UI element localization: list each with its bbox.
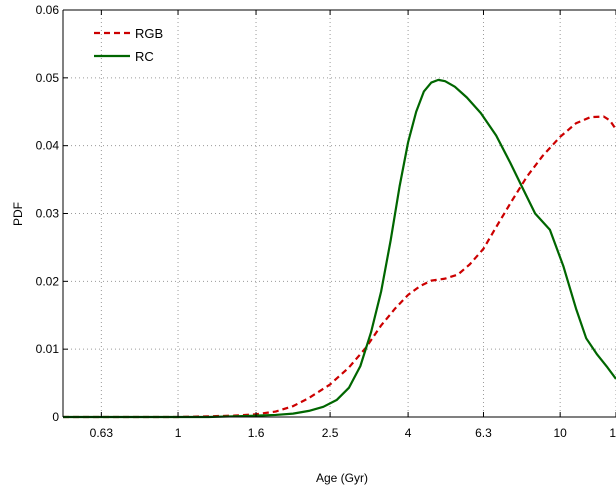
legend-label-rgb: RGB [135, 26, 163, 41]
legend-label-rc: RC [135, 49, 154, 64]
y-tick-label: 0.03 [36, 207, 60, 221]
x-tick-label: 1.6 [248, 426, 265, 440]
y-tick-label: 0.05 [36, 71, 60, 85]
y-tick-label: 0.06 [36, 3, 60, 17]
x-tick-label: 2.5 [322, 426, 339, 440]
x-tick-label: 6.3 [475, 426, 492, 440]
series-layer [63, 78, 616, 419]
y-tick-label: 0.04 [36, 139, 60, 153]
x-tick-label: 14 [609, 426, 616, 440]
x-tick-label: 4 [405, 426, 412, 440]
y-tick-label: 0.02 [36, 274, 60, 288]
tick-labels: 0.63 1 1.6 2.5 4 6.3 10 14 0 0.01 0.02 0.03 0.04 0.05… [36, 3, 616, 440]
legend: RGB RC [94, 26, 163, 64]
y-tick-label: 0 [52, 410, 59, 424]
series-line-rgb [63, 115, 616, 419]
x-tick-label: 1 [175, 426, 182, 440]
x-tick-label: 0.63 [90, 426, 114, 440]
x-tick-label: 10 [553, 426, 567, 440]
y-tick-label: 0.01 [36, 342, 60, 356]
y-axis-label: PDF [11, 202, 25, 226]
series-line-rc [63, 78, 616, 419]
axes [62, 9, 616, 418]
grid-lines [63, 10, 616, 417]
x-axis-label: Age (Gyr) [316, 471, 368, 485]
